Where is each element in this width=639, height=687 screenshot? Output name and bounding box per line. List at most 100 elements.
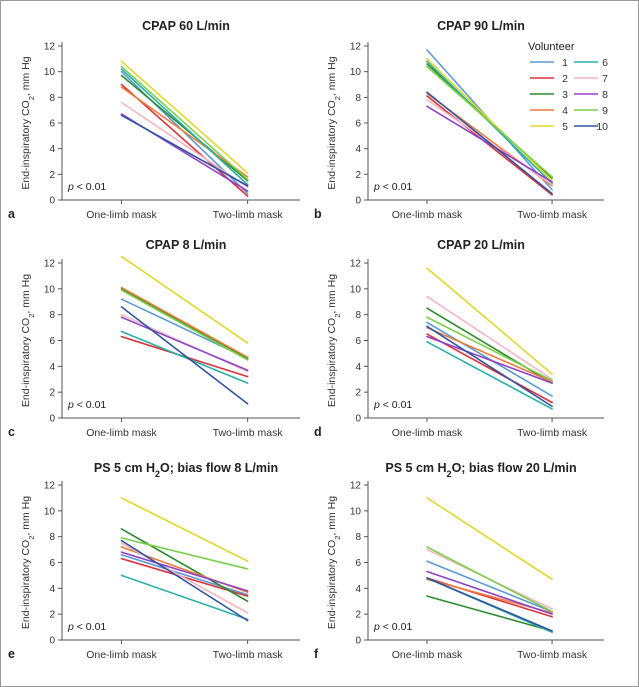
panel-title: CPAP 60 L/min (142, 19, 230, 33)
y-tick-label: 0 (49, 414, 55, 425)
p-value-annotation: p < 0.01 (67, 399, 106, 411)
legend-label-9: 9 (602, 105, 608, 117)
p-value-annotation: p < 0.01 (373, 621, 412, 633)
legend-label-10: 10 (596, 121, 608, 133)
x-tick-label: Two-limb mask (517, 427, 588, 439)
y-tick-label: 6 (49, 336, 55, 347)
panel-title: PS 5 cm H2O; bias flow 20 L/min (385, 461, 576, 479)
panel-f: PS 5 cm H2O; bias flow 20 L/min 0 2 4 6 8 10 12… (314, 461, 604, 661)
y-tick-label: 6 (355, 558, 361, 569)
panel-a: CPAP 60 L/min 0 2 4 6 8 10 12 One-limb mask Two-l… (8, 19, 300, 221)
y-tick-label: 10 (350, 506, 362, 517)
series-line-volunteer-4 (120, 86, 249, 178)
series-line-volunteer-2 (426, 333, 553, 404)
series-line-volunteer-4 (120, 286, 249, 359)
y-tick-label: 10 (350, 67, 362, 78)
y-tick-label: 6 (355, 336, 361, 347)
series-line-volunteer-10 (426, 577, 553, 632)
x-tick-label: Two-limb mask (213, 649, 284, 661)
series-line-volunteer-6 (426, 340, 553, 410)
y-tick-label: 2 (355, 170, 361, 181)
series-line-volunteer-10 (120, 539, 249, 622)
p-value-annotation: p < 0.01 (67, 621, 106, 633)
panel-letter: d (314, 425, 322, 439)
series-line-volunteer-9 (426, 546, 553, 613)
y-tick-label: 2 (49, 388, 55, 399)
y-tick-label: 4 (49, 362, 55, 373)
y-tick-label: 8 (49, 93, 55, 104)
y-tick-label: 4 (355, 144, 361, 155)
y-tick-label: 12 (44, 259, 56, 270)
x-tick-label: Two-limb mask (213, 427, 284, 439)
panel-title: CPAP 90 L/min (437, 19, 525, 33)
y-axis-label: End-inspiratory CO2, mm Hg (20, 496, 36, 629)
y-tick-label: 0 (49, 196, 55, 207)
y-tick-label: 4 (355, 584, 361, 595)
series-line-volunteer-1 (426, 560, 553, 613)
x-tick-label: Two-limb mask (517, 209, 588, 221)
y-tick-label: 4 (355, 362, 361, 373)
y-axis-label: End-inspiratory CO2, mm Hg (326, 274, 342, 407)
series-line-volunteer-3 (120, 528, 249, 603)
series-line-volunteer-9 (120, 537, 249, 570)
series-line-volunteer-8 (426, 105, 553, 183)
series-line-volunteer-10 (120, 114, 249, 187)
y-tick-label: 10 (44, 284, 56, 295)
series-line-volunteer-9 (120, 65, 249, 181)
y-tick-label: 6 (355, 119, 361, 130)
legend-label-1: 1 (562, 57, 568, 69)
y-tick-label: 2 (49, 170, 55, 181)
series-line-volunteer-8 (426, 335, 553, 384)
panel-letter: c (8, 425, 15, 439)
series-line-volunteer-10 (426, 91, 553, 195)
x-tick-label: One-limb mask (86, 427, 157, 439)
x-tick-label: One-limb mask (86, 209, 157, 221)
y-tick-label: 0 (355, 414, 361, 425)
series-line-volunteer-5 (120, 60, 249, 174)
series-line-volunteer-10 (426, 325, 553, 408)
y-tick-label: 12 (44, 481, 56, 492)
y-tick-label: 8 (355, 532, 361, 543)
series-line-volunteer-5 (120, 255, 249, 344)
panel-e: PS 5 cm H2O; bias flow 8 L/min 0 2 4 6 8 10 12 O… (8, 461, 300, 661)
panel-title: PS 5 cm H2O; bias flow 8 L/min (94, 461, 278, 479)
series-line-volunteer-5 (426, 267, 553, 375)
y-axis-label: End-inspiratory CO2, mm Hg (20, 274, 36, 407)
y-tick-label: 8 (49, 532, 55, 543)
panel-letter: a (8, 207, 16, 221)
series-line-volunteer-8 (426, 570, 553, 615)
y-tick-label: 6 (49, 119, 55, 130)
legend-label-2: 2 (562, 73, 568, 85)
panel-letter: e (8, 647, 15, 661)
series-line-volunteer-3 (120, 288, 249, 360)
legend-label-7: 7 (602, 73, 608, 85)
series-line-volunteer-8 (120, 316, 249, 372)
y-tick-label: 10 (44, 67, 56, 78)
y-tick-label: 8 (355, 310, 361, 321)
y-tick-label: 12 (350, 42, 362, 53)
y-tick-label: 8 (355, 93, 361, 104)
panel-d: CPAP 20 L/min 0 2 4 6 8 10 12 One-limb mask Two-l… (314, 238, 604, 439)
series-line-volunteer-2 (426, 95, 553, 196)
y-tick-label: 2 (49, 610, 55, 621)
y-tick-label: 10 (44, 506, 56, 517)
x-tick-label: One-limb mask (392, 209, 463, 221)
y-tick-label: 10 (350, 284, 362, 295)
series-line-volunteer-9 (120, 289, 249, 361)
y-tick-label: 4 (49, 584, 55, 595)
legend-label-6: 6 (602, 57, 608, 69)
y-tick-label: 12 (350, 259, 362, 270)
y-tick-label: 12 (44, 42, 56, 53)
legend-label-8: 8 (602, 89, 608, 101)
y-tick-label: 8 (49, 310, 55, 321)
legend-label-5: 5 (562, 121, 568, 133)
y-axis-label: End-inspiratory CO2, mm Hg (20, 56, 36, 189)
panel-title: CPAP 20 L/min (437, 238, 525, 252)
x-tick-label: One-limb mask (86, 649, 157, 661)
legend-title: Volunteer (528, 41, 575, 53)
series-line-volunteer-6 (120, 330, 249, 384)
y-tick-label: 0 (49, 636, 55, 647)
y-axis-label: End-inspiratory CO2, mm Hg (326, 496, 342, 629)
